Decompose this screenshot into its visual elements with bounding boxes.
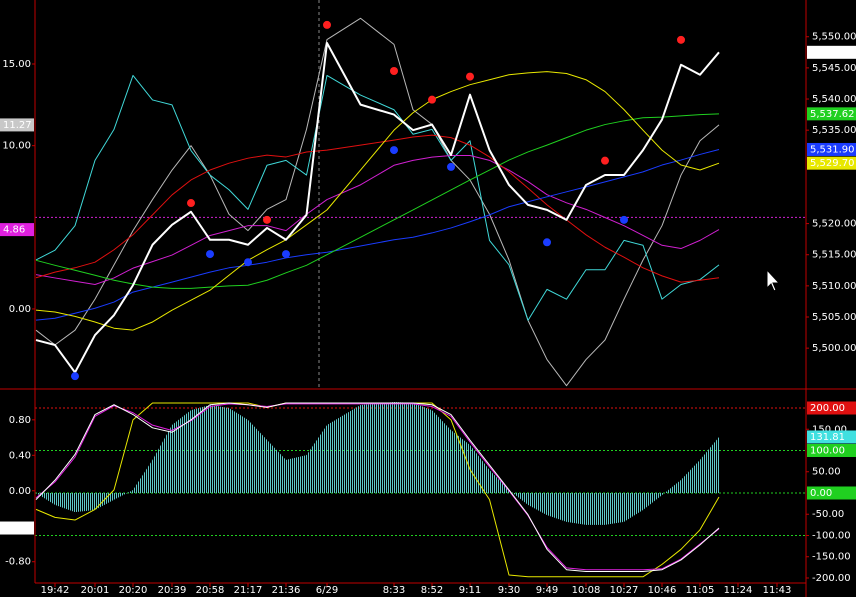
tick-label: 5,550.00 bbox=[812, 32, 856, 43]
indicator-line bbox=[35, 113, 720, 289]
swing-dot bbox=[206, 250, 214, 259]
indicator-line bbox=[35, 74, 720, 321]
value-box-label: 131.81 bbox=[810, 432, 845, 443]
value-box bbox=[0, 118, 34, 132]
swing-dot bbox=[282, 250, 290, 259]
value-box bbox=[807, 156, 856, 170]
x-tick-label: 19:42 bbox=[41, 585, 70, 596]
value-box bbox=[0, 223, 34, 237]
value-box-label: 5,547.50 bbox=[810, 47, 855, 58]
x-tick-label: 9:49 bbox=[536, 585, 558, 596]
tick-label: 5,535.00 bbox=[812, 125, 856, 136]
swing-dot bbox=[390, 66, 398, 75]
tick-label: -200.00 bbox=[812, 573, 851, 584]
tick-label: 0.00 bbox=[9, 304, 31, 315]
indicator-line bbox=[35, 17, 720, 387]
value-box-label: 0.00 bbox=[810, 488, 832, 499]
x-tick-label: 20:01 bbox=[81, 585, 110, 596]
x-tick-label: 11:24 bbox=[724, 585, 753, 596]
value-box bbox=[807, 430, 856, 444]
tick-label: 5,545.00 bbox=[812, 63, 856, 74]
tick-label: 0.80 bbox=[9, 415, 31, 426]
value-box-label: 5,529.70 bbox=[810, 158, 855, 169]
tick-label: 5,505.00 bbox=[812, 312, 856, 323]
x-tick-label: 8:52 bbox=[421, 585, 443, 596]
x-tick-label: 6/29 bbox=[316, 585, 338, 596]
indicator-line bbox=[35, 403, 720, 571]
swing-dot bbox=[187, 199, 195, 208]
swing-dot bbox=[601, 156, 609, 165]
indicator-line bbox=[35, 148, 720, 321]
swing-dot bbox=[447, 162, 455, 171]
x-tick-label: 10:46 bbox=[648, 585, 677, 596]
tick-label: -50.00 bbox=[812, 509, 844, 520]
tick-label: 0.40 bbox=[9, 450, 31, 461]
x-tick-label: 10:27 bbox=[610, 585, 639, 596]
tick-label: -0.80 bbox=[5, 557, 31, 568]
x-tick-label: 10:08 bbox=[572, 585, 601, 596]
x-tick-label: 21:17 bbox=[234, 585, 263, 596]
indicator-line bbox=[35, 71, 720, 331]
tick-label: 0.00 bbox=[9, 486, 31, 497]
value-box-label: 5,537.62 bbox=[810, 109, 855, 120]
tick-label: -150.00 bbox=[812, 552, 851, 563]
x-tick-label: 11:43 bbox=[763, 585, 792, 596]
swing-dot bbox=[428, 95, 436, 104]
tick-label: 5,500.00 bbox=[812, 343, 856, 354]
indicator-line bbox=[35, 154, 720, 285]
tick-label: -100.00 bbox=[812, 530, 851, 541]
swing-dot bbox=[543, 238, 551, 247]
tick-label: 10.00 bbox=[2, 141, 31, 152]
x-tick-label: 8:33 bbox=[383, 585, 405, 596]
value-box bbox=[0, 521, 34, 535]
value-box-label: 4.86 bbox=[3, 225, 25, 236]
value-box-label: 100.00 bbox=[810, 445, 845, 456]
swing-dot bbox=[466, 72, 474, 81]
swing-dot bbox=[244, 258, 252, 267]
x-tick-label: 20:39 bbox=[158, 585, 187, 596]
tick-label: 5,520.00 bbox=[812, 219, 856, 230]
value-box-label: 200.00 bbox=[810, 403, 845, 414]
x-tick-label: 21:36 bbox=[272, 585, 301, 596]
plot-layer: 5,550.00 5,545.00 5,540.00 5,535.00 5,520.00… bbox=[0, 17, 856, 596]
swing-dot bbox=[390, 146, 398, 155]
tick-label: 150.00 bbox=[812, 424, 847, 435]
value-box bbox=[807, 107, 856, 121]
value-box bbox=[807, 486, 856, 500]
indicator-line bbox=[35, 41, 720, 374]
value-box-label: -0.42 bbox=[3, 523, 29, 534]
swing-dot bbox=[323, 20, 331, 29]
x-tick-label: 20:58 bbox=[196, 585, 225, 596]
tick-label: 5,540.00 bbox=[812, 94, 856, 105]
indicator-line bbox=[35, 402, 720, 572]
swing-dot bbox=[620, 215, 628, 224]
x-tick-label: 11:05 bbox=[686, 585, 715, 596]
swing-dot bbox=[677, 35, 685, 44]
tick-label: 5,515.00 bbox=[812, 250, 856, 261]
tick-label: 50.00 bbox=[812, 467, 841, 478]
value-box-label: 11.27 bbox=[3, 120, 32, 131]
swing-dot bbox=[71, 372, 79, 381]
value-box bbox=[807, 45, 856, 59]
histogram-area bbox=[36, 402, 719, 525]
tick-label: 5,510.00 bbox=[812, 281, 856, 292]
x-tick-label: 20:20 bbox=[119, 585, 148, 596]
value-box bbox=[807, 401, 856, 415]
value-box bbox=[807, 142, 856, 156]
mouse-cursor bbox=[766, 268, 781, 292]
indicator-line bbox=[35, 134, 720, 283]
value-box bbox=[807, 443, 856, 457]
x-tick-label: 9:11 bbox=[459, 585, 481, 596]
x-tick-label: 9:30 bbox=[498, 585, 520, 596]
tick-label: 15.00 bbox=[2, 59, 31, 70]
value-box-label: 5,531.90 bbox=[810, 144, 855, 155]
swing-dot bbox=[263, 215, 271, 224]
